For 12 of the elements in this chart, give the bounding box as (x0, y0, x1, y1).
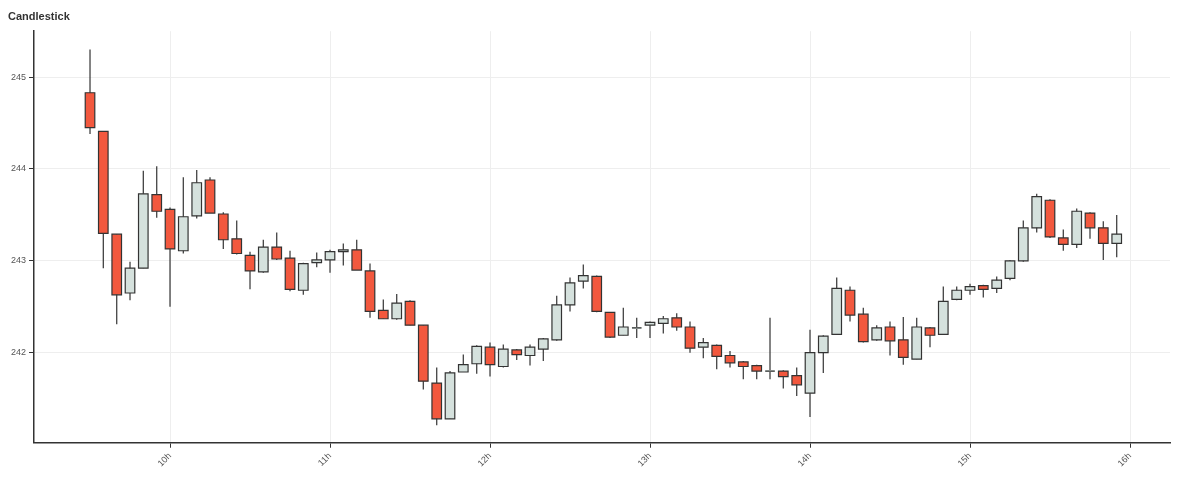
y-tick-label: 244 (10, 163, 27, 174)
x-tick-label: 13h (635, 450, 654, 469)
y-tick-label: 245 (10, 71, 27, 82)
x-tick-label: 14h (795, 450, 814, 469)
chart-title: Candlestick (8, 9, 71, 22)
x-tick-label: 16h (1115, 450, 1134, 469)
x-tick-label: 10h (155, 450, 174, 469)
x-tick-label: 11h (315, 450, 334, 468)
y-tick-label: 242 (10, 347, 27, 358)
x-tick-label: 15h (955, 450, 974, 469)
x-tick-label: 12h (475, 450, 494, 469)
y-tick-label: 243 (10, 255, 27, 266)
